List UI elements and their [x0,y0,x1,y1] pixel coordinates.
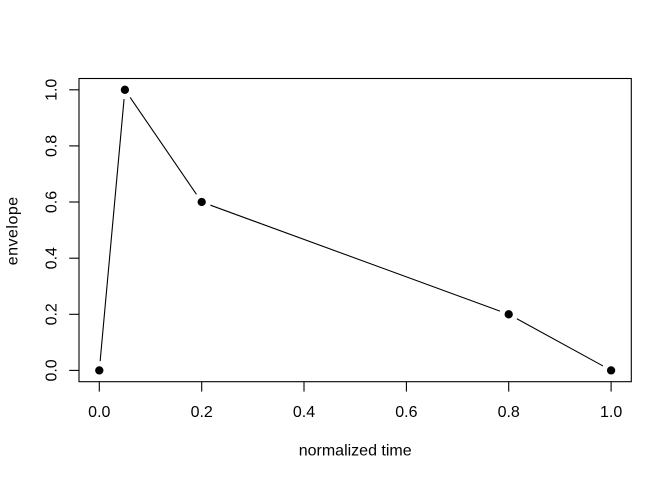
svg-text:envelope: envelope [5,196,22,265]
svg-text:0.2: 0.2 [43,303,60,325]
svg-text:0.6: 0.6 [395,404,417,421]
svg-text:0.2: 0.2 [191,404,213,421]
svg-text:0.0: 0.0 [88,404,110,421]
svg-text:0.4: 0.4 [43,247,60,269]
svg-text:0.8: 0.8 [498,404,520,421]
svg-text:0.8: 0.8 [43,135,60,157]
svg-text:1.0: 1.0 [600,404,622,421]
svg-text:normalized time: normalized time [299,443,412,460]
svg-text:0.4: 0.4 [293,404,315,421]
svg-text:0.0: 0.0 [43,359,60,381]
svg-text:0.6: 0.6 [43,191,60,213]
svg-text:1.0: 1.0 [43,79,60,101]
